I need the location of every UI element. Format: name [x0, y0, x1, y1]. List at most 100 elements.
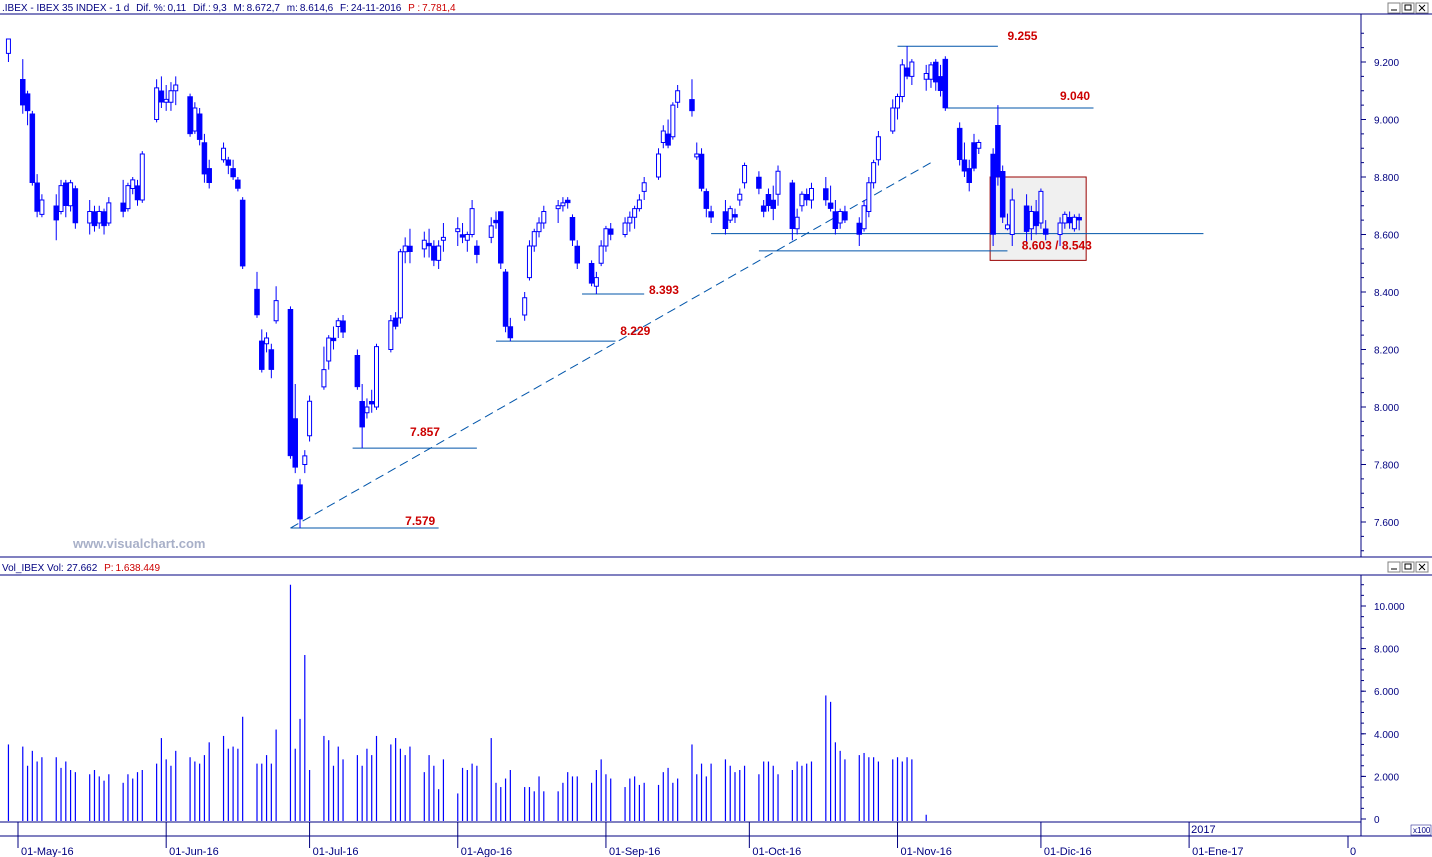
- price-y-tick-label: 8.600: [1374, 231, 1399, 242]
- volume-y-tick-label: 8.000: [1374, 645, 1399, 656]
- candle: [469, 200, 475, 238]
- candle: [689, 79, 695, 117]
- candle: [34, 174, 40, 218]
- candle: [254, 271, 260, 318]
- candle: [909, 59, 915, 85]
- candle: [832, 200, 839, 235]
- level-label: 7.857: [410, 425, 440, 439]
- candle: [187, 93, 193, 137]
- candle: [63, 179, 69, 218]
- volume-maximize-button[interactable]: [1401, 561, 1415, 573]
- price-y-tick-label: 8.000: [1374, 403, 1399, 414]
- candle: [455, 217, 461, 246]
- candle: [961, 142, 968, 177]
- candle: [727, 205, 733, 223]
- candle: [999, 165, 1006, 223]
- level-label: 9.255: [1007, 29, 1037, 43]
- candle: [407, 228, 413, 264]
- x-tick-label: 01-Nov-16: [901, 846, 952, 857]
- candle: [703, 188, 710, 218]
- candle: [871, 159, 877, 189]
- level-label: 8.603 / 8.543: [1022, 239, 1092, 253]
- volume-y-axis-ticks: 10.000 8.000 6.000 4.000 2.000 0: [1361, 584, 1405, 826]
- candle: [990, 148, 996, 246]
- candle: [722, 200, 729, 235]
- candle: [374, 343, 379, 410]
- candle: [158, 76, 165, 108]
- volume-close-button[interactable]: [1415, 561, 1429, 573]
- candle: [201, 133, 208, 183]
- candle: [866, 177, 872, 218]
- candle: [760, 200, 767, 218]
- candle: [96, 205, 102, 229]
- candle: [632, 205, 638, 229]
- price-minimize-button[interactable]: [1387, 2, 1401, 14]
- candle: [708, 205, 714, 223]
- candle: [799, 191, 805, 212]
- candle: [29, 110, 36, 186]
- candle: [297, 478, 303, 529]
- volume-window-buttons: [1387, 561, 1429, 573]
- x-tick-label: 01-Jun-16: [169, 846, 219, 857]
- price-close-button[interactable]: [1415, 2, 1429, 14]
- candle: [607, 223, 614, 241]
- candlestick-series: [5, 38, 1082, 529]
- candle: [622, 217, 628, 238]
- candle: [837, 208, 843, 229]
- volume-y-tick-label: 6.000: [1374, 687, 1399, 698]
- candle: [106, 197, 112, 226]
- candle: [58, 179, 64, 215]
- level-label: 8.393: [649, 283, 679, 297]
- candle: [641, 177, 647, 200]
- candle: [976, 139, 982, 154]
- candle: [842, 205, 848, 223]
- candle: [742, 162, 748, 189]
- candle: [221, 142, 227, 163]
- candle: [335, 317, 341, 338]
- candle: [368, 389, 375, 413]
- candle: [235, 177, 241, 192]
- candle: [660, 125, 666, 149]
- candle: [593, 271, 599, 295]
- candle: [91, 205, 98, 232]
- candle: [53, 194, 59, 241]
- candle: [268, 343, 275, 379]
- volume-bar-series: [7, 584, 927, 821]
- candle: [522, 292, 528, 321]
- candle: [1038, 188, 1044, 229]
- level-label: 7.579: [405, 514, 435, 528]
- volume-header-text: Vol_IBEX Vol: 27.662 P: 1.638.449: [2, 563, 160, 574]
- volume-y-tick-label: 10.000: [1374, 602, 1405, 613]
- candle: [803, 188, 810, 206]
- candle: [890, 99, 896, 134]
- candle: [541, 205, 547, 229]
- price-y-tick-label: 7.800: [1374, 461, 1399, 472]
- candle: [259, 329, 265, 373]
- candle: [1062, 211, 1068, 229]
- candle: [808, 182, 814, 209]
- ascending-trendline: [290, 162, 932, 529]
- x-tick-label: 0: [1350, 846, 1356, 857]
- candle: [531, 228, 537, 252]
- candle: [770, 185, 776, 221]
- candle: [507, 317, 514, 342]
- year-marker: 2017: [1191, 824, 1215, 836]
- candle: [698, 148, 705, 192]
- x-tick-label: 01-Sep-16: [609, 846, 660, 857]
- candle: [861, 200, 867, 232]
- candle: [574, 240, 581, 269]
- x-tick-label: 01-Ene-17: [1192, 846, 1243, 857]
- price-header-text: .IBEX - IBEX 35 INDEX - 1 d Dif. %: 0,11 …: [2, 3, 456, 14]
- candle: [68, 179, 74, 212]
- candle: [192, 102, 198, 134]
- candle: [560, 197, 566, 212]
- candle: [426, 228, 432, 258]
- candle: [264, 332, 270, 353]
- candle: [459, 223, 466, 244]
- price-maximize-button[interactable]: [1401, 2, 1415, 14]
- candle: [125, 182, 131, 212]
- candle: [656, 148, 662, 180]
- candle: [206, 159, 212, 189]
- volume-minimize-button[interactable]: [1387, 561, 1401, 573]
- candle: [474, 240, 480, 264]
